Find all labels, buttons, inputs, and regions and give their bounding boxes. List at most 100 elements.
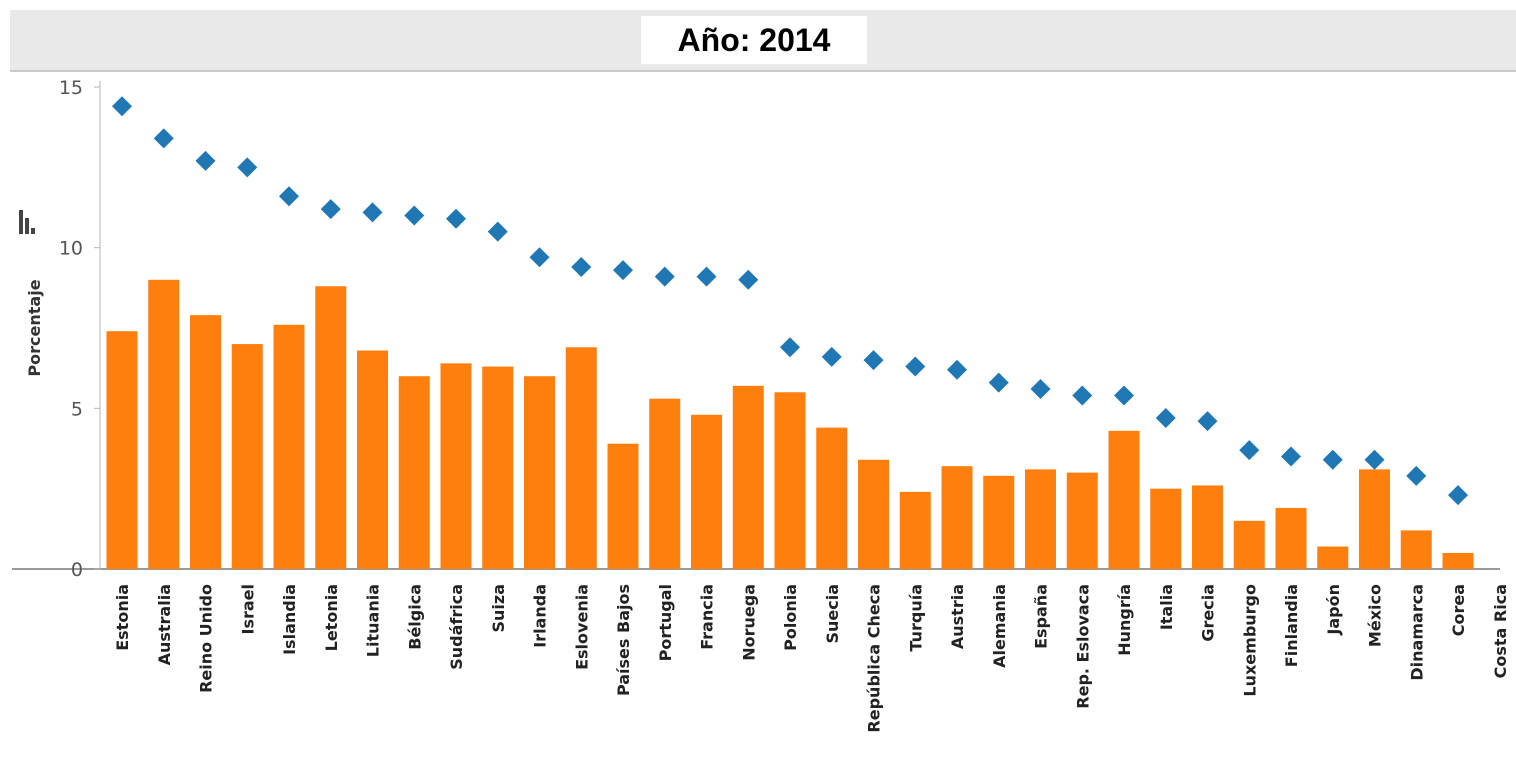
point-lituania <box>362 202 383 223</box>
bar-lituania <box>357 350 388 569</box>
point-españa <box>1030 379 1051 400</box>
point-francia <box>696 266 717 287</box>
bar-series <box>106 279 1474 569</box>
bar-eslovenia <box>565 347 597 569</box>
chart-title: Año: 2014 <box>641 16 867 64</box>
point-finlandia <box>1281 446 1301 467</box>
point-polonia <box>780 337 800 358</box>
point-israel <box>237 157 258 178</box>
point-méxico <box>1364 449 1385 470</box>
point-rep-eslovaca <box>1072 385 1093 406</box>
diamond-series <box>112 96 1468 506</box>
point-luxemburgo <box>1239 440 1260 461</box>
point-corea <box>1448 485 1468 506</box>
category-label: Hungría <box>1115 584 1134 656</box>
bar-bélgica <box>398 376 430 569</box>
point-turquía <box>905 356 926 377</box>
bar-polonia <box>774 392 806 569</box>
bar-alemania <box>983 475 1015 569</box>
bar-israel <box>231 344 263 569</box>
category-label: Bélgica <box>405 584 424 650</box>
category-label: Luxemburgo <box>1240 584 1259 697</box>
category-label: Finlandia <box>1282 584 1301 667</box>
point-portugal <box>654 266 675 287</box>
category-label: México <box>1366 584 1385 647</box>
category-label: Lituania <box>364 584 383 657</box>
bar-suecia <box>816 427 848 569</box>
bar-corea <box>1442 552 1474 569</box>
category-label: Sudáfrica <box>447 584 466 670</box>
bar-letonia <box>315 286 347 569</box>
point-sudáfrica <box>446 208 466 229</box>
point-suecia <box>821 346 842 367</box>
bar-irlanda <box>524 376 555 569</box>
y-tick-label: 5 <box>71 398 83 420</box>
bar-australia <box>148 279 180 569</box>
category-label: Portugal <box>656 584 675 661</box>
bar-españa <box>1025 469 1056 569</box>
category-label: Reino Unido <box>197 584 216 693</box>
point-islandia <box>279 186 299 207</box>
category-label: Italia <box>1157 584 1176 630</box>
point-reino-unido <box>195 150 216 171</box>
point-países-bajos <box>613 260 633 281</box>
bar-hungría <box>1108 430 1140 569</box>
bar-noruega <box>732 385 764 569</box>
category-label: Letonia <box>322 584 341 651</box>
point-australia <box>153 128 174 149</box>
bar-reino-unido <box>190 315 221 569</box>
bar-austria <box>941 466 973 569</box>
y-axis-title: Porcentaje <box>25 279 44 376</box>
category-label: Francia <box>698 584 717 650</box>
bar-turquía <box>899 491 931 569</box>
category-label: Grecia <box>1199 584 1218 642</box>
bar-república-checa <box>858 459 889 569</box>
category-label: Japón <box>1324 584 1343 636</box>
y-tick-label: 0 <box>71 559 83 581</box>
bar-portugal <box>649 398 681 569</box>
category-label: Israel <box>238 584 257 635</box>
category-label: Corea <box>1449 584 1468 636</box>
point-letonia <box>320 199 341 220</box>
bar-estonia <box>106 331 138 569</box>
bar-francia <box>691 414 722 569</box>
point-república-checa <box>863 350 884 371</box>
y-tick-label: 15 <box>59 77 83 99</box>
bar-países-bajos <box>607 443 639 569</box>
category-label: República Checa <box>865 584 884 733</box>
point-dinamarca <box>1406 465 1427 486</box>
category-label: Polonia <box>781 584 800 651</box>
bar-rep-eslovaca <box>1066 472 1098 569</box>
category-label: Países Bajos <box>614 584 633 696</box>
y-tick-label: 10 <box>59 238 83 260</box>
point-eslovenia <box>571 256 592 277</box>
category-label: Estonia <box>113 584 132 651</box>
category-label: Costa Rica <box>1491 584 1510 678</box>
point-italia <box>1155 407 1176 428</box>
point-noruega <box>738 269 759 290</box>
point-estonia <box>112 96 132 117</box>
category-labels: Estonia Australia Reino Unido Israel Islandi… <box>113 584 1510 733</box>
bar-finlandia <box>1275 507 1307 569</box>
category-label: Irlanda <box>531 584 550 648</box>
point-bélgica <box>404 205 425 226</box>
category-label: España <box>1032 584 1051 649</box>
bar-luxemburgo <box>1233 520 1265 569</box>
category-label: Turquía <box>906 584 925 652</box>
bar-méxico <box>1359 469 1390 569</box>
point-alemania <box>988 372 1009 393</box>
bar-suiza <box>482 366 514 569</box>
category-label: Austria <box>948 584 967 649</box>
category-label: Eslovenia <box>572 584 591 670</box>
category-label: Islandia <box>280 584 299 655</box>
bar-grecia <box>1192 485 1223 569</box>
category-label: Dinamarca <box>1407 584 1426 681</box>
category-label: Noruega <box>739 584 758 661</box>
category-label: Suecia <box>823 584 842 644</box>
category-label: Rep. Eslovaca <box>1073 584 1092 709</box>
bar-chart-icon <box>19 210 35 234</box>
title-bar: Año: 2014 <box>10 10 1516 72</box>
point-hungría <box>1114 385 1134 406</box>
point-japón <box>1322 449 1343 470</box>
